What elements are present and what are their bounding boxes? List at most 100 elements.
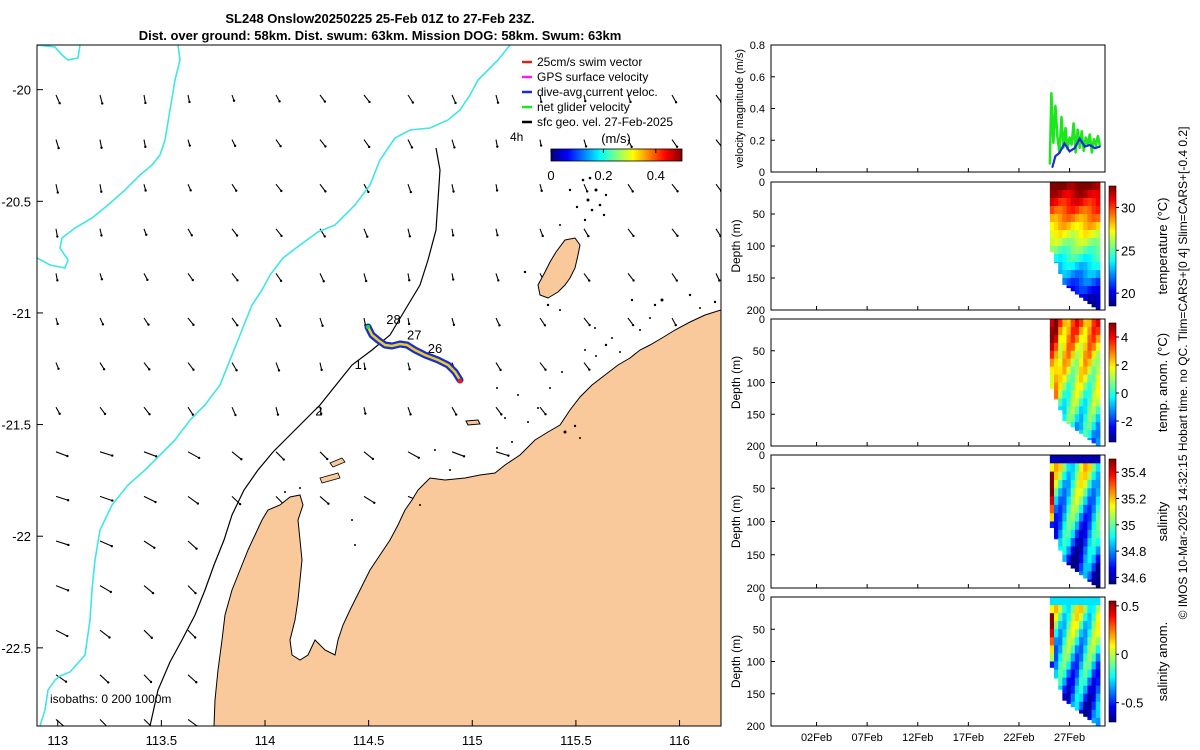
data-point	[1083, 145, 1086, 148]
heatmap-cell	[1062, 198, 1068, 207]
velocity-arrow-head	[500, 413, 503, 416]
heatmap-cell	[1087, 358, 1093, 368]
heatmap-cell	[1079, 206, 1084, 215]
velocity-arrow	[99, 674, 109, 683]
velocity-arrow-head	[102, 368, 106, 371]
y-axis-label: Depth (m)	[729, 495, 743, 548]
velocity-arrow-head	[189, 189, 192, 192]
heatmap-cell	[1095, 653, 1101, 662]
heatmap-cell	[1095, 366, 1101, 376]
velocity-arrow	[275, 496, 284, 504]
heatmap-cell	[1087, 685, 1093, 695]
velocity-arrow	[363, 228, 368, 237]
heatmap-cell	[1062, 463, 1068, 473]
velocity-arrow-head	[238, 502, 242, 506]
velocity-arrow-head	[674, 323, 677, 327]
heatmap-cell	[1079, 693, 1084, 703]
data-point	[1056, 136, 1059, 138]
velocity-arrow	[319, 139, 326, 147]
velocity-arrow-head	[190, 234, 194, 237]
heatmap-cell	[1083, 390, 1088, 399]
heatmap-cell	[1079, 463, 1084, 473]
heatmap-cell	[1087, 546, 1093, 556]
colorbar	[1108, 600, 1117, 723]
y-tick-label: 100	[747, 241, 765, 253]
heatmap-cell	[1070, 422, 1076, 428]
velocity-arrow-head	[321, 324, 324, 327]
velocity-arrow-head	[409, 190, 413, 194]
heatmap-cell	[1066, 645, 1072, 654]
heatmap-cell	[1079, 278, 1084, 287]
heatmap-cell	[1083, 455, 1088, 464]
data-point	[1078, 147, 1081, 149]
heatmap-cell	[1054, 504, 1059, 514]
heatmap-cell	[1049, 463, 1055, 473]
heatmap-cell	[1074, 254, 1080, 263]
heatmap-cell	[1066, 230, 1072, 239]
heatmap-cell	[1070, 262, 1076, 271]
heatmap-cell	[1074, 390, 1080, 399]
y-axis-label: Depth (m)	[729, 635, 743, 688]
heatmap-cell	[1074, 488, 1080, 498]
heatmap-cell	[1066, 693, 1072, 703]
heatmap-cell	[1095, 374, 1101, 383]
heatmap-cell	[1054, 358, 1059, 368]
heatmap-cell	[1091, 438, 1097, 444]
heatmap-cell	[1066, 238, 1072, 247]
velocity-arrow	[363, 495, 375, 504]
heatmap-cell	[1058, 479, 1063, 489]
heatmap-cell	[1049, 637, 1055, 646]
heatmap-cell	[1095, 286, 1101, 295]
heatmap-cell	[1058, 605, 1063, 614]
heatmap-cell	[1079, 350, 1084, 360]
heatmap-cell	[1091, 214, 1097, 223]
panel-sal_anom: 0 50 100 150 200 Depth (m) -0.5 0 0.5 salinity an…	[729, 592, 1170, 733]
heatmap-cell	[1049, 521, 1055, 528]
heatmap-cell	[1074, 709, 1080, 711]
heatmap-cell	[1087, 222, 1093, 231]
velocity-arrow	[187, 273, 194, 281]
heatmap-cell	[1091, 358, 1097, 368]
heatmap-cell	[1083, 222, 1088, 231]
heatmap-cell	[1095, 294, 1101, 303]
heatmap-cell	[1066, 637, 1072, 646]
heatmap-cell	[1074, 326, 1080, 336]
heatmap-cell	[1095, 605, 1101, 614]
velocity-arrow-head	[496, 145, 499, 148]
velocity-arrow-head	[188, 100, 191, 104]
data-point	[1093, 137, 1095, 140]
velocity-arrow-head	[408, 368, 411, 371]
heatmap-cell	[1074, 366, 1080, 376]
heatmap-cell	[1054, 214, 1059, 223]
velocity-arrow	[583, 362, 590, 370]
heatmap-cell	[1054, 488, 1059, 498]
data-point	[1068, 150, 1071, 153]
map-y-tick-label: -22	[12, 529, 31, 544]
heatmap-cell	[1070, 637, 1076, 646]
velocity-arrow-head	[100, 146, 103, 149]
heatmap-cell	[1079, 488, 1084, 498]
heatmap-cell	[1058, 390, 1063, 399]
velocity-arrow-head	[194, 636, 197, 639]
heatmap-cell	[1095, 629, 1101, 638]
heatmap-cell	[1062, 693, 1068, 701]
heatmap-cell	[1058, 471, 1063, 481]
y-tick-label: 0	[759, 167, 765, 179]
heatmap-cell	[1087, 479, 1093, 489]
heatmap-cell	[1062, 214, 1068, 223]
heatmap-cell	[1054, 677, 1059, 679]
heatmap-cell	[1079, 230, 1084, 239]
heatmap-cell	[1074, 496, 1080, 506]
velocity-arrow-head	[232, 99, 236, 102]
panel-velocity: 0 0.2 0.4 0.6 0.8 velocity magnitude (m/s)	[734, 40, 1106, 179]
y-tick-label: 100	[747, 517, 765, 529]
heatmap-cell	[1083, 350, 1088, 360]
time-tick-label: 17Feb	[953, 732, 984, 744]
map-y-ticks: -20 -20.5 -21 -21.5 -22 -22.5	[1, 83, 43, 656]
heatmap-cell	[1054, 398, 1059, 400]
heatmap-cell	[1087, 390, 1093, 399]
velocity-arrow	[187, 451, 200, 459]
heatmap-cell	[1079, 422, 1084, 431]
day-label: 1	[355, 357, 362, 372]
heatmap-cell	[1066, 254, 1072, 263]
